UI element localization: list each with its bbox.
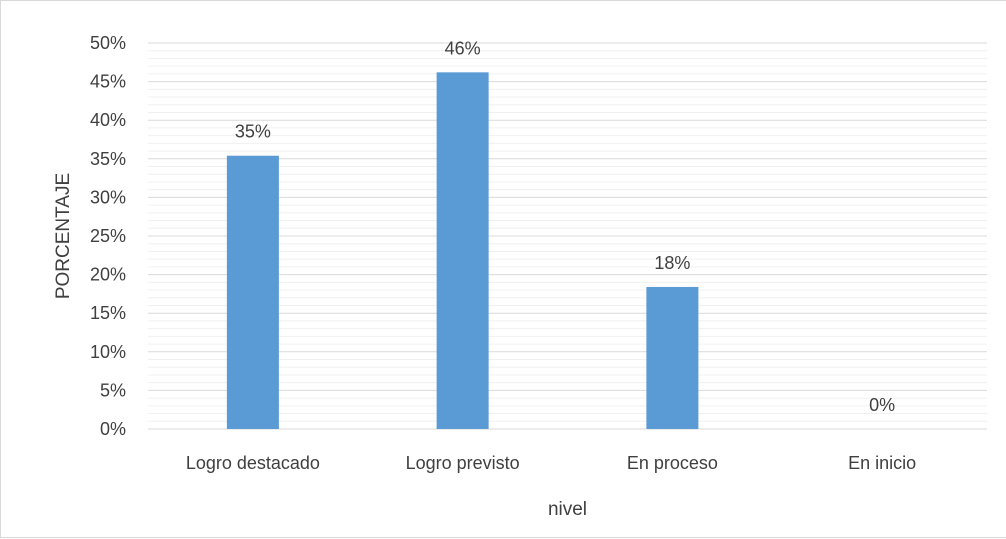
y-tick-label: 10% bbox=[90, 342, 126, 362]
y-tick-label: 0% bbox=[100, 419, 126, 439]
category-label: Logro destacado bbox=[186, 453, 320, 473]
data-label: 35% bbox=[235, 122, 271, 142]
category-labels: Logro destacado Logro previsto En proceso E… bbox=[186, 453, 916, 473]
gridlines bbox=[148, 42, 987, 430]
y-tick-label: 5% bbox=[100, 380, 126, 400]
bar bbox=[436, 72, 489, 429]
category-label: En proceso bbox=[627, 453, 718, 473]
minor-gridlines bbox=[148, 50, 987, 422]
bar bbox=[646, 286, 699, 429]
y-tick-label: 15% bbox=[90, 303, 126, 323]
y-tick-label: 45% bbox=[90, 72, 126, 92]
y-tick-label: 40% bbox=[90, 110, 126, 130]
y-tick-label: 20% bbox=[90, 265, 126, 285]
y-tick-label: 50% bbox=[90, 33, 126, 53]
x-axis-title: nivel bbox=[548, 499, 587, 520]
data-label: 0% bbox=[869, 395, 895, 415]
y-tick-labels: 0% 5% 10% 15% 20% 25% 30% 35% 40% 45% 50% bbox=[90, 33, 126, 439]
bar bbox=[226, 155, 279, 429]
category-label: En inicio bbox=[848, 453, 916, 473]
data-labels: 35% 46% 18% 0% bbox=[235, 38, 895, 415]
data-label: 46% bbox=[445, 38, 481, 58]
category-label: Logro previsto bbox=[406, 453, 520, 473]
bars bbox=[226, 72, 699, 429]
y-axis-title: PORCENTAJE bbox=[53, 173, 74, 299]
y-tick-label: 25% bbox=[90, 226, 126, 246]
y-tick-label: 30% bbox=[90, 187, 126, 207]
y-tick-label: 35% bbox=[90, 149, 126, 169]
data-label: 18% bbox=[654, 253, 690, 273]
